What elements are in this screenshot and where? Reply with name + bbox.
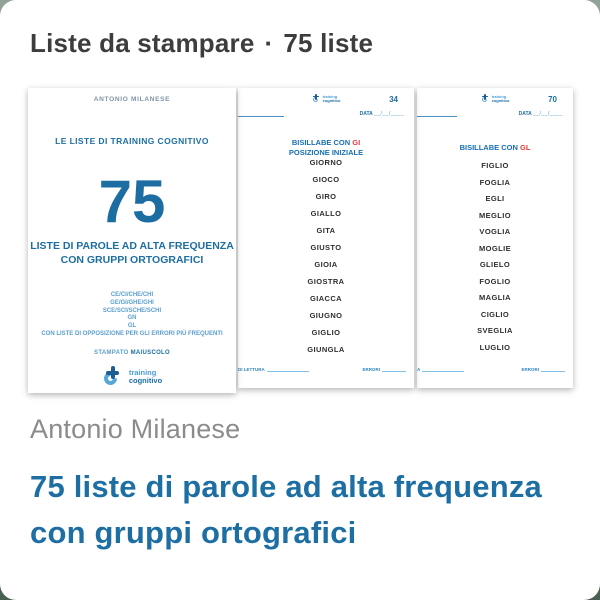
logo-wordmark: training cognitivo — [491, 93, 510, 103]
cover-title-line2: CON GRUPPI ORTOGRAFICI — [60, 254, 204, 266]
list-item: GITA — [316, 226, 336, 235]
print-style-value: MAIUSCOLO — [130, 350, 170, 356]
date-label: DATA — [359, 111, 373, 117]
page-header-logo: training cognitivo — [238, 94, 414, 103]
list-item: MOGLIE — [479, 243, 511, 253]
list-item: GIALLO — [310, 209, 342, 218]
list-item: GIUSTO — [310, 243, 342, 252]
category-label: Liste da stampare — [30, 28, 255, 58]
logo-wordmark: training cognitivo — [322, 93, 341, 103]
heading-highlight: GL — [520, 143, 531, 152]
product-title-line1: 75 liste di parole ad alta frequenza — [30, 469, 542, 504]
errors-label: ERRORI — [362, 367, 380, 372]
training-cognitivo-logo-icon — [480, 94, 490, 103]
page-preview-cover[interactable]: ANTONIO MILANESE LE LISTE DI TRAINING CO… — [28, 88, 236, 393]
page-footer: A ERRORI — [417, 367, 565, 372]
list-item: FOGLIO — [479, 276, 511, 286]
page-header-logo: training cognitivo — [417, 94, 573, 103]
cover-logo: training cognitivo — [28, 366, 236, 388]
list-item: CE/CI/CHE/CHI — [110, 292, 154, 298]
list-item: SCE/SCI/SCHE/SCHI — [102, 307, 162, 314]
page-number: 34 — [389, 95, 398, 104]
heading-prefix: BISILLABE CON — [291, 138, 351, 147]
page-preview-34[interactable]: training cognitivo 34 DATA __/__/____ BI… — [238, 88, 414, 388]
list-item: SVEGLIA — [477, 326, 513, 335]
list-item: GIUGNO — [309, 311, 343, 320]
list-item: CON LISTE DI OPPOSIZIONE PER GLI ERRORI … — [41, 330, 223, 337]
logo-text-line1: training — [128, 368, 157, 377]
date-blanks: __/__/____ — [532, 111, 563, 117]
reading-time-blank-line — [422, 368, 465, 372]
errors-blank-line — [382, 368, 406, 372]
heading-prefix: BISILLABE CON — [459, 143, 518, 152]
list-item: GL — [127, 323, 137, 330]
page-number: 70 — [548, 95, 557, 104]
list-heading: BISILLABE CON GI POSIZIONE INIZIALE — [238, 138, 414, 157]
training-cognitivo-logo-icon — [101, 366, 124, 388]
heading-highlight: GI — [352, 138, 361, 147]
list-item: LUGLIO — [479, 342, 511, 352]
cover-title-line1: LISTE DI PAROLE AD ALTA FREQUENZA — [30, 240, 234, 252]
list-heading: BISILLABE CON GL — [417, 143, 573, 153]
header-rule — [417, 116, 457, 117]
heading-line2: POSIZIONE INIZIALE — [288, 147, 364, 157]
list-item: GIOSTRA — [307, 277, 345, 286]
logo-text-line2: cognitivo — [128, 376, 163, 385]
list-item: GIOIA — [314, 260, 338, 269]
list-item: EGLI — [485, 194, 505, 203]
list-item: MAGLIA — [479, 293, 511, 302]
date-label: DATA — [518, 111, 532, 117]
list-item: GIGLIO — [311, 328, 341, 337]
print-style-label: STAMPATO — [94, 350, 129, 356]
training-cognitivo-logo-icon — [311, 94, 321, 103]
list-item: FIGLIO — [481, 161, 509, 170]
list-item: GLIELO — [479, 260, 511, 269]
date-field: DATA __/__/____ — [519, 111, 563, 117]
date-field: DATA __/__/____ — [360, 111, 404, 117]
list-item: FOGLIA — [479, 177, 511, 187]
list-item: GIOCO — [312, 175, 340, 184]
list-count-label: 75 liste — [283, 28, 374, 58]
word-list: FIGLIO FOGLIA EGLI MEGLIO VOGLIA MOGLIE GLIELO… — [417, 158, 573, 356]
cover-author: ANTONIO MILANESE — [93, 96, 171, 103]
cover-print-style: STAMPATO MAIUSCOLO — [28, 350, 236, 356]
list-item: GIRO — [315, 192, 337, 201]
separator-dot: · — [264, 28, 274, 58]
reading-time-label: A — [417, 367, 421, 372]
cover-big-number: 75 — [98, 168, 166, 235]
date-blanks: __/__/____ — [373, 111, 404, 117]
card-header: Liste da stampare · 75 liste — [30, 28, 373, 59]
list-item: GN — [127, 315, 137, 322]
list-item: GIUNGLA — [307, 345, 345, 354]
list-item: MEGLIO — [479, 210, 511, 220]
errors-blank-line — [541, 368, 565, 372]
page-preview-70[interactable]: training cognitivo 70 DATA __/__/____ BI… — [417, 88, 573, 388]
author-name: Antonio Milanese — [30, 414, 241, 444]
list-item: GIACCA — [310, 294, 342, 303]
product-title: 75 liste di parole ad alta frequenza con… — [30, 464, 542, 556]
list-item: GIORNO — [309, 158, 343, 167]
header-rule — [238, 116, 284, 117]
page-footer: DI LETTURA ERRORI — [238, 367, 406, 372]
list-item: VOGLIA — [479, 227, 511, 236]
word-list: GIORNO GIOCO GIRO GIALLO GITA GIUSTO GIOIA GIOS… — [238, 154, 414, 358]
list-item: CIGLIO — [480, 309, 510, 319]
reading-time-label: DI LETTURA — [238, 367, 265, 372]
logo-wordmark: training cognitivo — [129, 369, 162, 385]
reading-time-blank-line — [266, 368, 309, 372]
product-title-line2: con gruppi ortografici — [30, 515, 357, 550]
list-item: GE/GI/GHE/GHI — [110, 299, 154, 306]
cover-series-title: LE LISTE DI TRAINING COGNITIVO — [55, 136, 209, 146]
cover-groups-list: CE/CI/CHE/CHI GE/GI/GHE/GHI SCE/SCI/SCHE/S… — [28, 292, 236, 339]
errors-label: ERRORI — [521, 367, 539, 372]
